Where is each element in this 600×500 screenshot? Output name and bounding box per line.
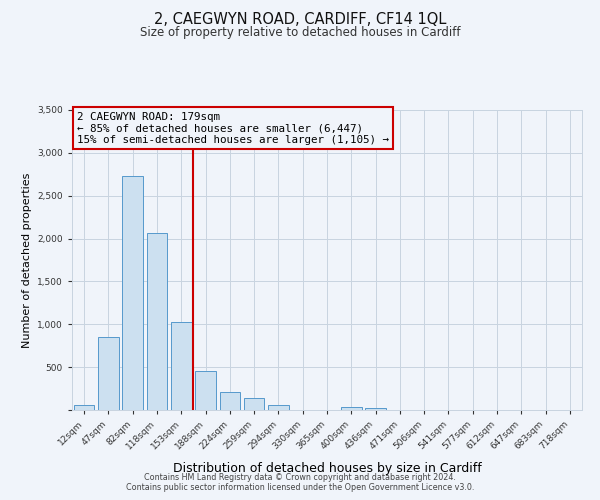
Bar — [195, 371, 216, 410]
Y-axis label: Number of detached properties: Number of detached properties — [22, 172, 32, 348]
Bar — [365, 408, 386, 410]
Bar — [341, 407, 362, 410]
Bar — [171, 322, 191, 410]
Bar — [74, 406, 94, 410]
X-axis label: Distribution of detached houses by size in Cardiff: Distribution of detached houses by size … — [173, 462, 481, 475]
Bar — [146, 234, 167, 410]
Bar — [220, 392, 240, 410]
Bar — [122, 176, 143, 410]
Text: 2, CAEGWYN ROAD, CARDIFF, CF14 1QL: 2, CAEGWYN ROAD, CARDIFF, CF14 1QL — [154, 12, 446, 28]
Bar — [244, 398, 265, 410]
Text: Contains HM Land Registry data © Crown copyright and database right 2024.
Contai: Contains HM Land Registry data © Crown c… — [126, 473, 474, 492]
Bar — [98, 336, 119, 410]
Bar — [268, 405, 289, 410]
Text: 2 CAEGWYN ROAD: 179sqm
← 85% of detached houses are smaller (6,447)
15% of semi-: 2 CAEGWYN ROAD: 179sqm ← 85% of detached… — [77, 112, 389, 144]
Text: Size of property relative to detached houses in Cardiff: Size of property relative to detached ho… — [140, 26, 460, 39]
